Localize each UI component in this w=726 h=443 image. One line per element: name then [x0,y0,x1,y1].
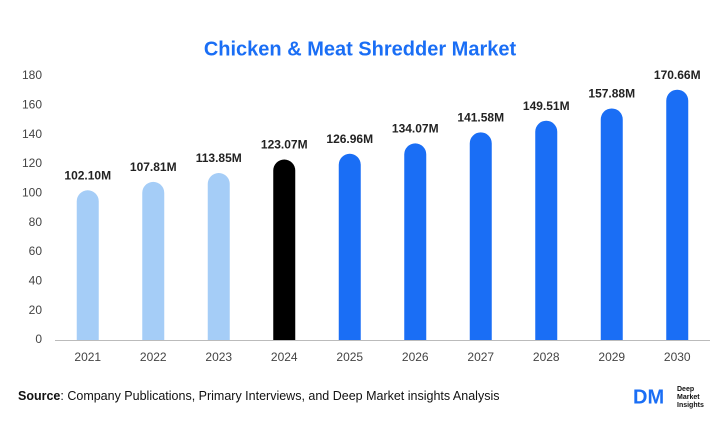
bar [469,132,492,340]
logo: DM Deep Market Insights [633,386,704,409]
value-label: 134.07M [392,122,439,136]
y-tick-label: 20 [29,303,43,317]
value-label: 102.10M [64,168,111,182]
y-tick-label: 160 [22,98,42,112]
y-tick-label: 140 [22,127,42,141]
value-label: 149.51M [523,99,570,113]
chart-title: Chicken & Meat Shredder Market [204,38,517,60]
x-tick-label: 2024 [271,350,298,364]
logo-line: Deep [677,386,694,393]
bar [273,159,296,340]
x-tick-label: 2027 [467,350,494,364]
x-tick-label: 2022 [140,350,167,364]
bar [142,181,165,340]
bar [666,89,689,340]
value-label: 141.58M [457,111,504,125]
x-tick-label: 2023 [205,350,232,364]
source-text: : Company Publications, Primary Intervie… [60,389,499,403]
value-label: 157.88M [588,87,635,101]
y-tick-label: 120 [22,156,42,170]
y-tick-label: 0 [35,332,42,346]
y-tick-label: 60 [29,244,43,258]
x-tick-label: 2025 [336,350,363,364]
y-tick-label: 80 [29,215,43,229]
bar [76,190,99,340]
y-tick-label: 100 [22,186,42,200]
source: Source: Company Publications, Primary In… [18,389,499,403]
value-label: 113.85M [196,151,242,165]
source-label: Source [18,389,60,403]
bar [535,120,558,340]
value-label: 123.07M [261,138,308,152]
bar [338,153,361,340]
bar [207,173,230,340]
logo-line: Market [677,394,700,401]
logo-mark: DM [633,386,664,408]
x-tick-label: 2028 [533,350,560,364]
x-tick-label: 2021 [74,350,101,364]
x-tick-label: 2029 [598,350,625,364]
bar [404,143,427,340]
y-tick-label: 180 [22,68,42,82]
y-tick-label: 40 [29,274,43,288]
value-label: 126.96M [326,132,373,146]
x-tick-label: 2026 [402,350,429,364]
x-tick-label: 2030 [664,350,691,364]
logo-line: Insights [677,402,704,409]
bar [600,108,623,341]
value-label: 107.81M [130,160,177,174]
value-label: 170.66M [654,68,701,82]
